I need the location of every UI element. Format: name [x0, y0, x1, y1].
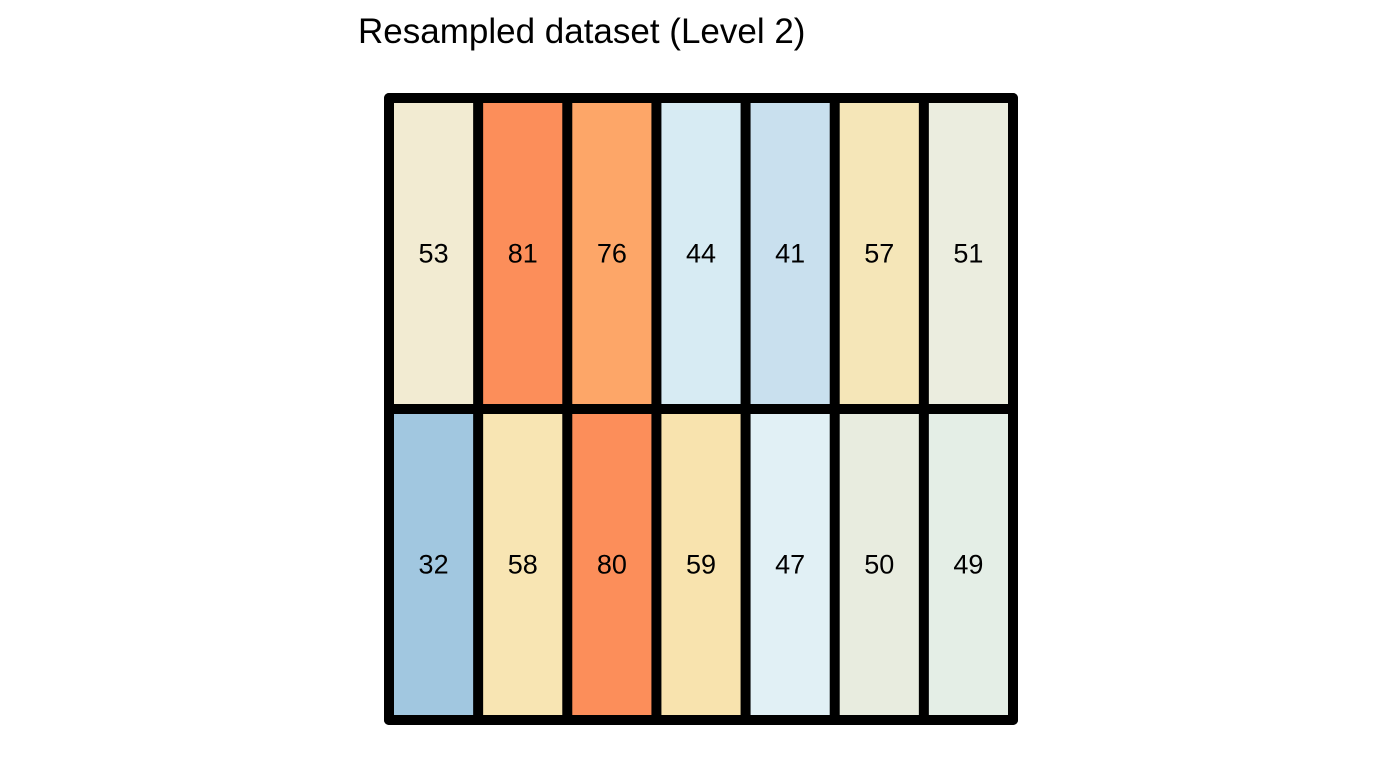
cell-value-label: 49 [953, 550, 983, 580]
cell-value-label: 53 [419, 239, 449, 269]
heatmap-cell-r1-c5 [745, 98, 835, 409]
heatmap-cell-r2-c7 [923, 409, 1013, 720]
cell-value-label: 80 [597, 550, 627, 580]
cell-value-label: 47 [775, 550, 805, 580]
heatmap-cell-r2-c1 [389, 409, 479, 720]
heatmap-cell-r2-c4 [656, 409, 746, 720]
heatmap-cell-r2-c6 [834, 409, 924, 720]
cell-value-label: 76 [597, 239, 627, 269]
cell-value-label: 51 [953, 239, 983, 269]
cell-value-label: 59 [686, 550, 716, 580]
cell-value-label: 81 [508, 239, 538, 269]
heatmap-cell-r2-c3 [567, 409, 657, 720]
cell-value-label: 32 [419, 550, 449, 580]
heatmap-cell-r1-c4 [656, 98, 746, 409]
cell-value-label: 57 [864, 239, 894, 269]
cell-value-label: 41 [775, 239, 805, 269]
heatmap-cell-r1-c3 [567, 98, 657, 409]
chart-title: Resampled dataset (Level 2) [358, 12, 806, 51]
cell-value-label: 50 [864, 550, 894, 580]
heatmap-value-labels: 53 81 76 44 41 57 51 32 58 80 59 47 50 49 [419, 239, 984, 580]
heatmap-cell-r1-c2 [478, 98, 568, 409]
heatmap-cell-r1-c6 [834, 98, 924, 409]
heatmap-cell-r1-c7 [923, 98, 1013, 409]
cell-value-label: 58 [508, 550, 538, 580]
heatmap-cell-r2-c5 [745, 409, 835, 720]
cell-value-label: 44 [686, 239, 716, 269]
heatmap-grid-lines [384, 93, 1018, 725]
heatmap-cell-r2-c2 [478, 409, 568, 720]
heatmap-cell-r1-c1 [389, 98, 479, 409]
heatmap-cells [389, 98, 1013, 720]
